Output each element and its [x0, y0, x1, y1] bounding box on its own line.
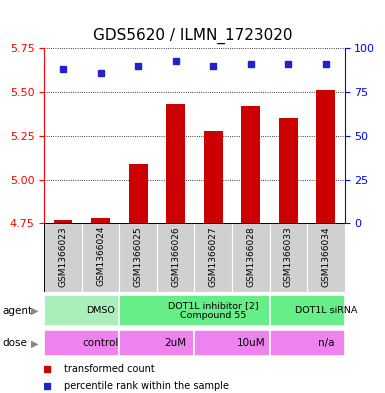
Text: GSM1366025: GSM1366025 [134, 226, 142, 286]
Text: n/a: n/a [318, 338, 334, 349]
Text: GSM1366027: GSM1366027 [209, 226, 218, 286]
Bar [44, 223, 82, 292]
Text: 10uM: 10uM [236, 338, 265, 349]
Text: ▶: ▶ [31, 306, 38, 316]
Bar [91, 218, 110, 223]
Bar [44, 295, 119, 326]
Bar [241, 106, 260, 223]
Bar [204, 130, 223, 223]
Text: DOT1L inhibitor [2]
Compound 55: DOT1L inhibitor [2] Compound 55 [168, 301, 258, 320]
Bar [194, 331, 270, 356]
Bar [44, 331, 119, 356]
Bar [166, 104, 185, 223]
Bar [270, 295, 345, 326]
Bar [307, 223, 345, 292]
Text: GSM1366024: GSM1366024 [96, 226, 105, 286]
Text: 2uM: 2uM [165, 338, 187, 349]
Bar [157, 223, 194, 292]
Text: GSM1366023: GSM1366023 [59, 226, 67, 286]
Bar [129, 164, 147, 223]
Text: GSM1366026: GSM1366026 [171, 226, 180, 286]
Bar [270, 331, 345, 356]
Bar [82, 223, 119, 292]
Text: DOT1L siRNA: DOT1L siRNA [295, 306, 357, 315]
Text: control: control [82, 338, 119, 349]
Text: percentile rank within the sample: percentile rank within the sample [64, 381, 229, 391]
Bar [316, 90, 335, 223]
Bar [270, 223, 307, 292]
Bar [54, 220, 72, 223]
Text: GSM1366034: GSM1366034 [321, 226, 330, 286]
Text: ▶: ▶ [31, 338, 38, 349]
Bar [119, 331, 194, 356]
Text: GDS5620 / ILMN_1723020: GDS5620 / ILMN_1723020 [93, 28, 292, 44]
Text: agent: agent [2, 306, 32, 316]
Text: transformed count: transformed count [64, 364, 154, 374]
Text: dose: dose [2, 338, 27, 349]
Bar [232, 223, 270, 292]
Bar [279, 118, 298, 223]
Bar [119, 295, 270, 326]
Text: DMSO: DMSO [86, 306, 115, 315]
Bar [194, 223, 232, 292]
Text: GSM1366028: GSM1366028 [246, 226, 255, 286]
Text: GSM1366033: GSM1366033 [284, 226, 293, 286]
Bar [119, 223, 157, 292]
